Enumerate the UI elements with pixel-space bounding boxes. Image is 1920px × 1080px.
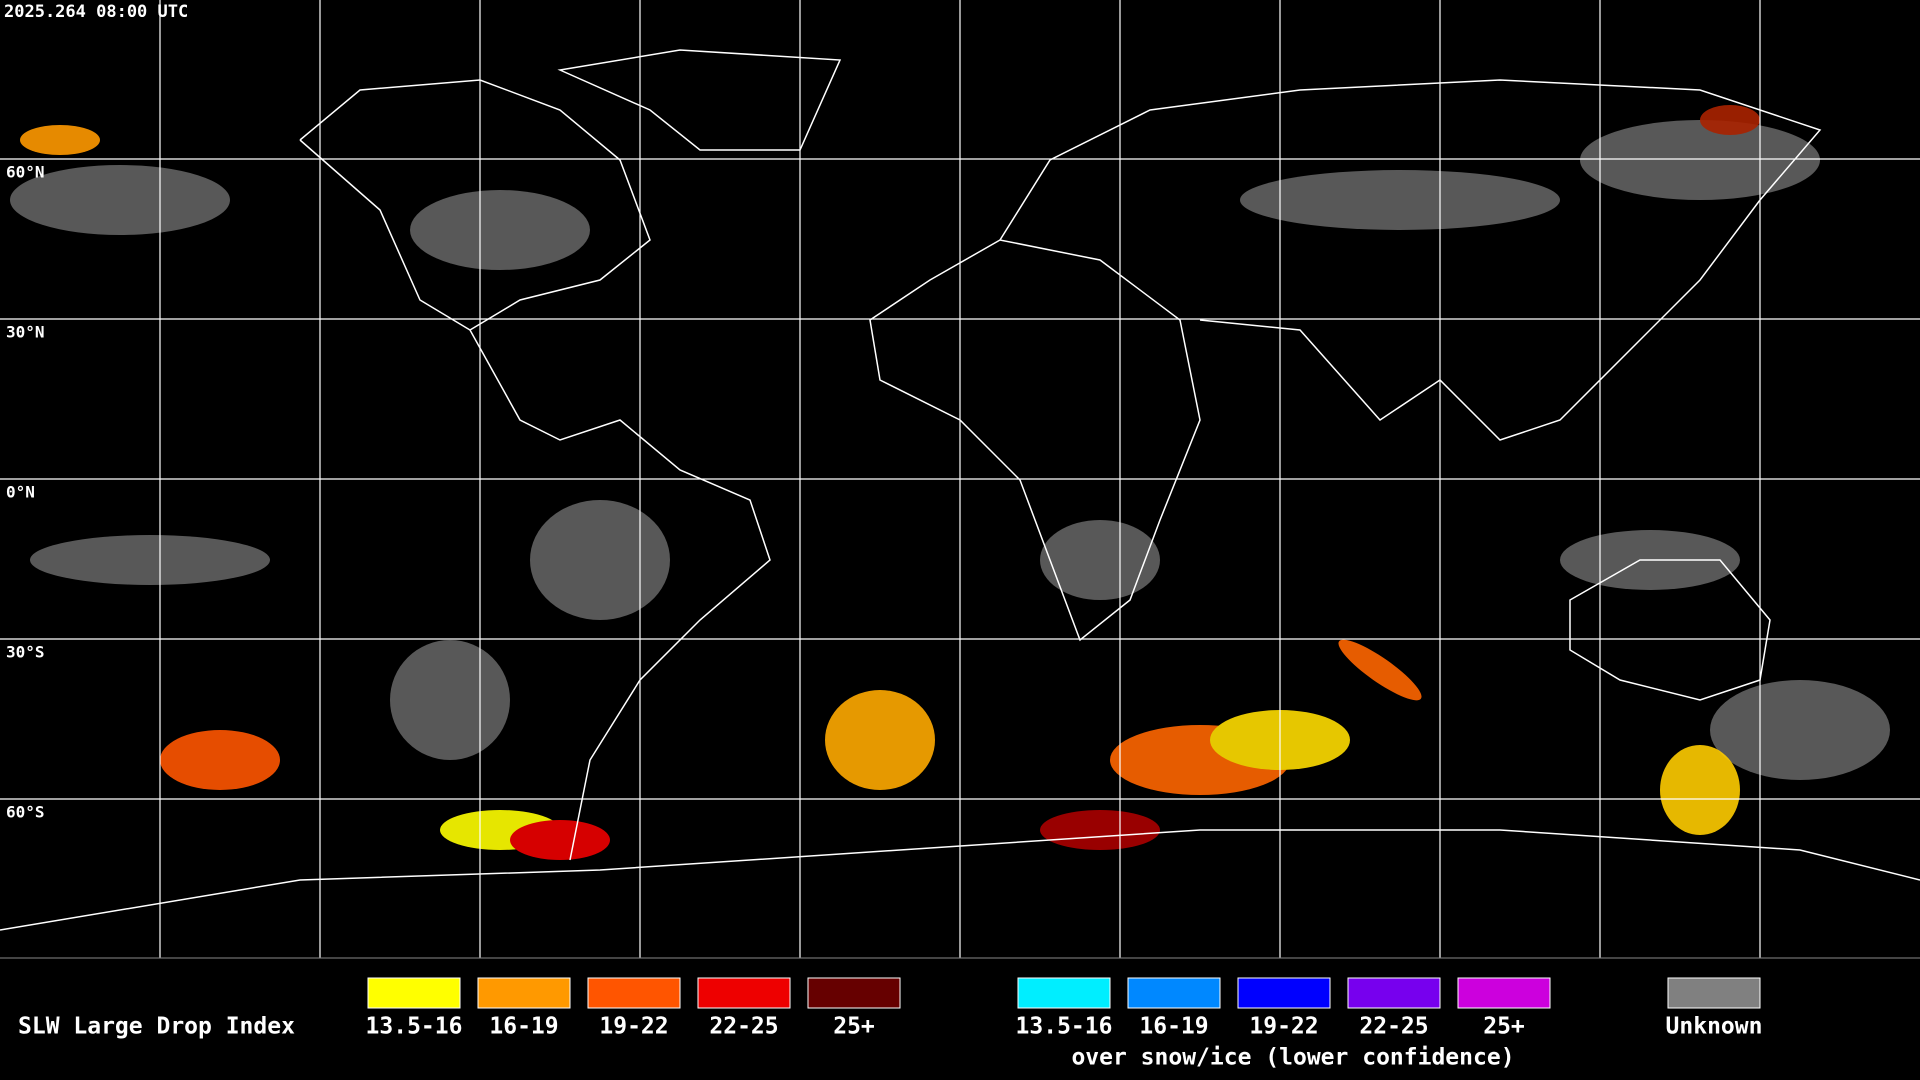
legend-label: 19-22 — [599, 1014, 668, 1040]
legend-label: 13.5-16 — [1016, 1014, 1113, 1040]
latitude-label: 60°S — [6, 803, 45, 822]
legend-swatch — [1457, 977, 1551, 1009]
legend-swatch — [477, 977, 571, 1009]
legend-label: 25+ — [833, 1014, 875, 1040]
legend-panel — [0, 958, 1920, 1080]
legend-swatch — [697, 977, 791, 1009]
legend-swatch — [1237, 977, 1331, 1009]
legend-label: 16-19 — [1139, 1014, 1208, 1040]
legend-label: 22-25 — [709, 1014, 778, 1040]
latitude-label: 60°N — [6, 163, 45, 182]
latitude-label: 30°S — [6, 643, 45, 662]
graticule — [0, 0, 1920, 958]
legend-label: 16-19 — [489, 1014, 558, 1040]
legend-label: 25+ — [1483, 1014, 1525, 1040]
legend-label: 19-22 — [1249, 1014, 1318, 1040]
legend-label: 13.5-16 — [366, 1014, 463, 1040]
legend-swatch — [1017, 977, 1111, 1009]
legend-swatch — [587, 977, 681, 1009]
legend-label: 22-25 — [1359, 1014, 1428, 1040]
legend-swatch — [1347, 977, 1441, 1009]
legend-swatch — [1127, 977, 1221, 1009]
legend-title: SLW Large Drop Index — [18, 1014, 295, 1040]
legend-swatch — [367, 977, 461, 1009]
timestamp: 2025.264 08:00 UTC — [4, 2, 188, 22]
latitude-label: 0°N — [6, 483, 35, 502]
snow-ice-note: over snow/ice (lower confidence) — [1071, 1045, 1514, 1071]
latitude-label: 30°N — [6, 323, 45, 342]
legend-swatch — [1667, 977, 1761, 1009]
legend-swatch — [807, 977, 901, 1009]
legend-label: Unknown — [1666, 1014, 1763, 1040]
